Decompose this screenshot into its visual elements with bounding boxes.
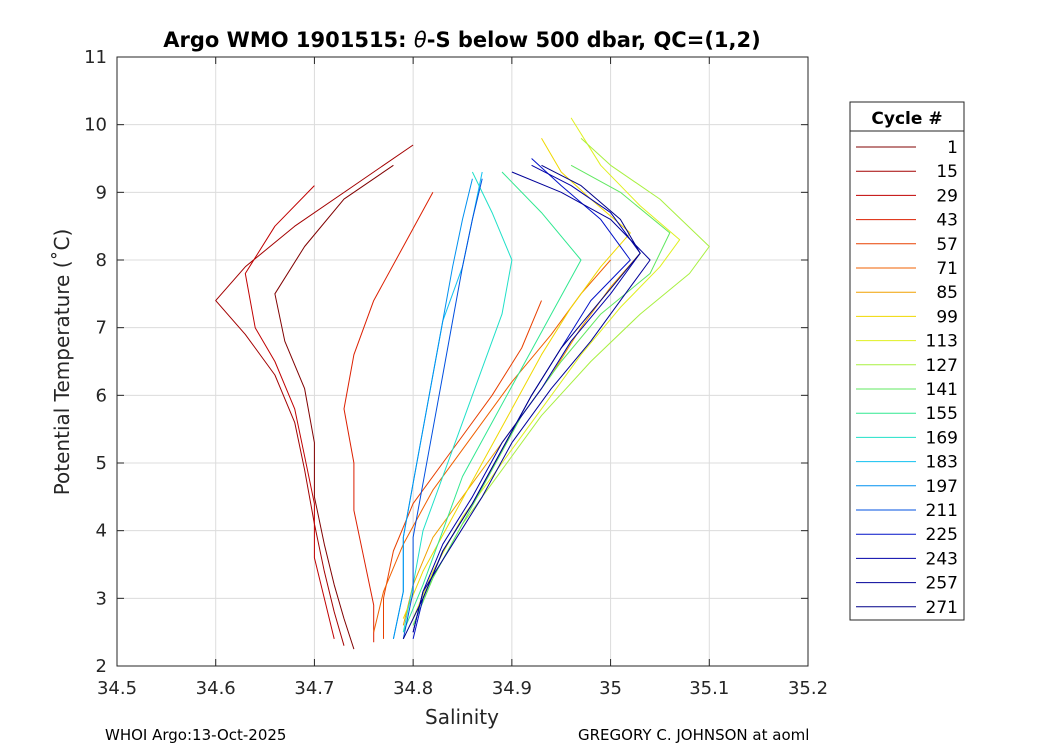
series-line-cycle-43 (343, 192, 434, 643)
y-tick-label: 4 (96, 521, 107, 542)
chart-title-part-1: Argo WMO 1901515: (163, 28, 414, 52)
y-tick-label: 2 (96, 656, 107, 677)
legend-label: 85 (936, 283, 958, 303)
legend-entries: 1 15 29 43 57 71 85 99 113 127 141 155 169 183 197 211 2… (856, 138, 958, 618)
footer-left: WHOI Argo:13-Oct-2025 (105, 726, 286, 744)
y-tick-label: 8 (96, 250, 107, 271)
y-tick-label: 6 (96, 385, 107, 406)
series-line-cycle-1 (274, 164, 394, 650)
legend-label: 43 (936, 211, 958, 231)
x-tick-label: 34.7 (294, 678, 334, 699)
chart-title-part-2: -S below 500 dbar, QC=(1,2) (427, 28, 761, 52)
series-line-cycle-197 (392, 178, 473, 640)
legend-label: 57 (936, 235, 958, 255)
series-line-cycle-29 (244, 185, 335, 640)
footer-right: GREGORY C. JOHNSON at aoml (578, 726, 809, 744)
series-line-cycle-169 (402, 171, 513, 633)
legend-label: 99 (936, 307, 958, 327)
y-tick-label: 5 (96, 453, 107, 474)
legend-label: 127 (926, 356, 958, 376)
x-tick-label: 35.2 (788, 678, 828, 699)
legend-label: 71 (936, 259, 958, 279)
legend-box (849, 101, 965, 621)
y-tick-label: 11 (84, 47, 107, 68)
legend-label: 29 (936, 186, 958, 206)
legend-label: 197 (926, 477, 958, 497)
legend-label: 243 (926, 549, 958, 569)
legend-label: 169 (926, 428, 958, 448)
legend-label: 113 (926, 332, 958, 352)
x-axis-label: Salinity (425, 705, 499, 729)
legend-label: 1 (947, 138, 958, 158)
x-tick-label: 34.8 (393, 678, 433, 699)
series-lines (215, 117, 710, 650)
legend-label: 257 (926, 574, 958, 594)
series-line-cycle-141 (412, 164, 671, 626)
series-line-cycle-211 (402, 178, 483, 640)
y-tick-label: 3 (96, 588, 107, 609)
axis-ticks: 34.5 34.6 34.7 34.8 34.9 35 35.1 35.2 2 3 4 5 6 7 8 9 10… (84, 47, 828, 699)
x-tick-label: 35 (599, 678, 622, 699)
legend-label: 15 (936, 162, 958, 182)
legend-label: 211 (926, 501, 958, 521)
x-tick-label: 34.6 (196, 678, 236, 699)
legend-label: 141 (926, 380, 958, 400)
x-tick-label: 34.5 (97, 678, 137, 699)
series-line-cycle-113 (412, 117, 681, 619)
series-line-cycle-155 (402, 171, 582, 633)
series-line-cycle-257 (412, 171, 651, 633)
y-axis-label: Potential Temperature (˚C) (50, 229, 74, 496)
series-line-cycle-57 (383, 300, 542, 639)
x-tick-label: 34.9 (492, 678, 532, 699)
series-line-cycle-99 (402, 137, 631, 619)
plot-frame (116, 56, 809, 667)
series-line-cycle-15 (215, 144, 414, 646)
legend: Cycle # 1 15 29 43 57 71 85 99 113 127 141 155 169 18… (849, 101, 965, 621)
legend-title: Cycle # (871, 109, 942, 129)
legend-label: 271 (926, 598, 958, 618)
legend-label: 155 (926, 404, 958, 424)
chart-title: Argo WMO 1901515: θ-S below 500 dbar, QC… (163, 28, 760, 52)
legend-label: 225 (926, 525, 958, 545)
y-tick-label: 10 (84, 115, 107, 136)
legend-label: 183 (926, 453, 958, 473)
y-tick-label: 9 (96, 182, 107, 203)
y-tick-label: 7 (96, 318, 107, 339)
chart-title-theta: θ (414, 28, 427, 52)
plot-area (117, 57, 808, 666)
x-tick-label: 35.1 (689, 678, 729, 699)
series-line-cycle-271 (402, 164, 641, 640)
series-line-cycle-243 (412, 164, 641, 633)
